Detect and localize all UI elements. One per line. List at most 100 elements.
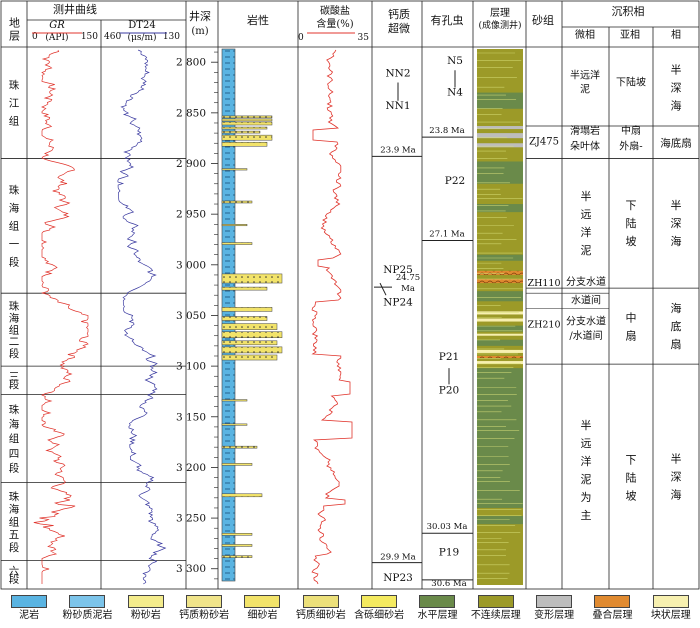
formation-label-char: 组 — [9, 219, 20, 232]
subfacies-label-char: 坡 — [626, 235, 637, 248]
formation-label-char: 珠 — [9, 490, 20, 503]
depth-unit: (m) — [191, 26, 208, 37]
carbonate-header-2: 含量(%) — [316, 17, 353, 30]
facies-label-char: 深 — [671, 217, 682, 230]
nanno-zone-label: NN1 — [385, 100, 410, 112]
sandstone-bed — [221, 331, 283, 339]
gr-max: 150 — [81, 32, 98, 42]
legend-item: 钙质粉砂岩 — [175, 590, 233, 622]
legend-label: 泥岩 — [19, 610, 40, 621]
legend-swatch — [186, 595, 223, 608]
nanno-age-label: 23.9 Ma — [380, 145, 415, 155]
foram-zone-label: P20 — [439, 384, 459, 396]
formation-label-char: 珠 — [9, 403, 20, 416]
sand-group-label: ZH210 — [527, 320, 560, 331]
facies-label-char: 海 — [671, 487, 682, 501]
foram-age-label: 30.6 Ma — [431, 579, 466, 589]
nanno-header-2: 超微 — [388, 21, 410, 35]
nanno-zone-label: NP24 — [383, 296, 413, 308]
legend-label: 水平层理 — [417, 610, 458, 621]
massive-bedding — [477, 311, 523, 315]
microfacies-label: 分支水道 — [566, 275, 606, 288]
subfacies-label-char: 陆 — [626, 470, 637, 484]
sand-group-label: ZH110 — [527, 278, 560, 289]
nanno-age-label: 29.9 Ma — [380, 553, 415, 563]
legend-swatch — [536, 595, 573, 608]
microfacies-label-char: 远 — [581, 208, 592, 221]
microfacies-label: /水道间 — [569, 329, 602, 342]
bedding-header: 层理 — [490, 7, 510, 19]
sandstone-bed — [221, 533, 253, 536]
legend-item: 水平层理 — [408, 590, 466, 622]
formation-label-char: 段 — [9, 573, 20, 586]
legend-label: 块状层理 — [650, 610, 691, 621]
foram-zone-label: P19 — [439, 547, 459, 559]
nanno-age-label: 24.75 — [396, 273, 420, 283]
foram-header: 有孔虫 — [431, 13, 464, 27]
depth-tick-label: 2 850 — [176, 107, 206, 119]
facies-label: 海底扇 — [660, 136, 692, 149]
microfacies-label: 半远洋 — [570, 68, 600, 81]
stacked-bedding — [477, 355, 523, 359]
depth-tick-label: 3 200 — [176, 462, 206, 474]
microfacies-label-char: 为 — [581, 491, 592, 504]
sandstone-bed — [221, 354, 278, 361]
legend-swatch — [11, 595, 48, 608]
foram-age-label: 30.03 Ma — [427, 522, 468, 532]
nanno-zone-label: NP25 — [383, 264, 413, 276]
massive-bedding — [477, 333, 523, 336]
deformed-bedding — [477, 126, 523, 130]
facies-label: 半深海 — [671, 451, 682, 501]
sandstone-bed — [221, 141, 268, 147]
formation-label-char: 六 — [9, 565, 20, 577]
horizontal-bedding — [477, 291, 523, 302]
formation-label-char: 一 — [9, 238, 20, 250]
depth-tick-label: 2 900 — [176, 158, 206, 170]
horizontal-bedding — [477, 368, 523, 508]
sandstone-bed — [221, 224, 248, 227]
facies-label-char: 海 — [671, 234, 682, 248]
foram-zone-label: N4 — [447, 87, 463, 99]
sandstone-bed — [221, 168, 248, 171]
sandstone-bed — [221, 323, 278, 330]
legend-item: 含砾细砂岩 — [350, 590, 408, 622]
depth-tick-label: 3 250 — [176, 513, 206, 525]
legend-label: 叠合层理 — [592, 610, 633, 621]
subfacies-label: 下陆坡 — [626, 453, 637, 502]
sandstone-bed — [221, 118, 273, 122]
microfacies-label-char: 半 — [581, 189, 592, 203]
legend-label: 含砾细砂岩 — [354, 610, 405, 621]
formation-label-char: 二 — [9, 336, 20, 348]
subfacies-label: 外扇- — [619, 139, 642, 152]
horizontal-bedding — [477, 204, 523, 213]
foram-age-label: 27.1 Ma — [429, 229, 464, 239]
legend-item: 不连续层理 — [467, 590, 525, 622]
facies-label-char: 半 — [671, 62, 682, 76]
facies-label-char: 半 — [671, 198, 682, 212]
subfacies-label: 下陆坡 — [616, 75, 646, 88]
formation-label-char: 海 — [9, 312, 20, 325]
legend-label: 不连续层理 — [470, 610, 521, 621]
microfacies-label-char: 泥 — [581, 244, 592, 257]
dt-curve — [117, 49, 167, 585]
sandstone-bed — [221, 316, 268, 321]
legend-label: 变形层理 — [534, 610, 575, 621]
legend-label: 粉砂质泥岩 — [62, 610, 113, 621]
legend-label: 钙质粉砂岩 — [179, 610, 230, 621]
formation-label-char: 组 — [9, 432, 20, 445]
lithology-header: 岩性 — [247, 13, 269, 27]
depth-tick-label: 3 050 — [176, 310, 206, 322]
legend-swatch — [477, 595, 514, 608]
log-curves — [33, 49, 167, 585]
horizontal-bedding — [477, 161, 523, 184]
microfacies-label-char: 洋 — [581, 454, 592, 468]
nanno-age-label: Ma — [401, 284, 415, 294]
microfacies-label-char: 主 — [581, 509, 592, 522]
subfacies-header: 亚相 — [620, 28, 640, 41]
formation-label-char: 段 — [9, 461, 20, 474]
microfacies-label: 泥 — [580, 83, 590, 96]
gr-label: GR — [49, 20, 65, 31]
formation-label-char: 三 — [9, 371, 20, 383]
formation-label-char: 段 — [9, 347, 20, 360]
